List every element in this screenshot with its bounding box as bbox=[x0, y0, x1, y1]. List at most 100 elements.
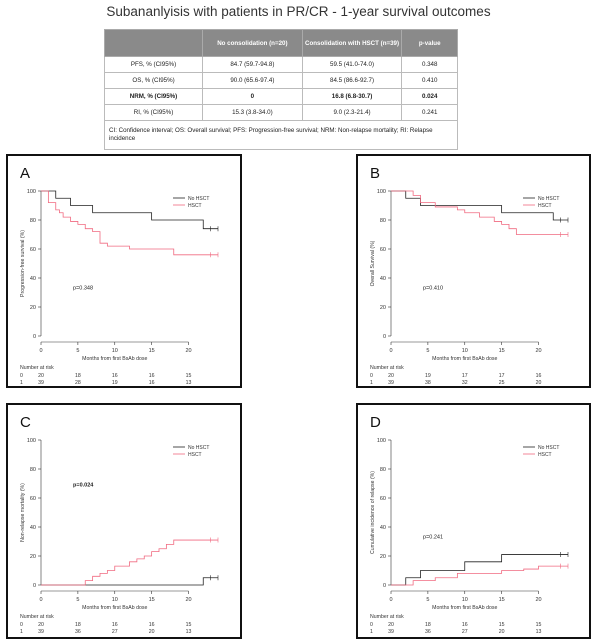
y-tick-label: 0 bbox=[383, 583, 386, 589]
x-tick-label: 5 bbox=[76, 597, 79, 603]
panel-a: A 0 20 40 60 80 100 0 5 10 15 20 Progression-free su… bbox=[6, 154, 242, 388]
table-cell: 0.024 bbox=[401, 88, 458, 105]
table-cell: PFS, % (CI95%) bbox=[103, 56, 204, 73]
legend-label: HSCT bbox=[538, 203, 552, 209]
x-tick-label: 0 bbox=[39, 597, 42, 603]
panel-letter: D bbox=[370, 414, 381, 431]
risk-group-label: 1 bbox=[20, 629, 23, 635]
y-tick-label: 80 bbox=[380, 467, 386, 473]
table-cell: 16.8 (6.8-30.7) bbox=[301, 88, 403, 105]
risk-count: 16 bbox=[536, 373, 542, 379]
risk-count: 36 bbox=[75, 629, 81, 635]
risk-count: 16 bbox=[149, 622, 155, 628]
risk-count: 18 bbox=[75, 622, 81, 628]
x-tick-label: 0 bbox=[39, 348, 42, 354]
table-cell: 0.348 bbox=[401, 56, 458, 73]
risk-count: 38 bbox=[425, 380, 431, 386]
risk-count: 18 bbox=[75, 373, 81, 379]
y-tick-label: 80 bbox=[30, 218, 36, 224]
x-tick-label: 10 bbox=[462, 348, 468, 354]
risk-count: 15 bbox=[536, 622, 542, 628]
risk-group-label: 0 bbox=[370, 373, 373, 379]
risk-count: 39 bbox=[38, 380, 44, 386]
table-footnote: CI: Confidence interval; OS: Overall sur… bbox=[104, 120, 458, 150]
y-tick-label: 60 bbox=[380, 247, 386, 253]
table-row: RI, % (CI95%) 15.3 (3.8-34.0) 9.0 (2.3-2… bbox=[103, 104, 458, 121]
risk-count: 28 bbox=[75, 380, 81, 386]
table-header-cell: p-value bbox=[401, 29, 458, 57]
risk-count: 39 bbox=[388, 629, 394, 635]
x-tick-label: 20 bbox=[535, 348, 541, 354]
risk-count: 19 bbox=[112, 380, 118, 386]
risk-count: 17 bbox=[462, 373, 468, 379]
x-tick-label: 15 bbox=[499, 597, 505, 603]
km-curve-no-hsct bbox=[41, 190, 218, 230]
table-cell: 59.5 (41.0-74.0) bbox=[301, 56, 403, 73]
x-tick-label: 15 bbox=[499, 348, 505, 354]
table-header-cell: Consolidation with HSCT (n=39) bbox=[301, 29, 403, 57]
y-tick-label: 20 bbox=[380, 305, 386, 311]
risk-count: 39 bbox=[38, 629, 44, 635]
panel-c: C 0 20 40 60 80 100 0 5 10 15 20 Non-relapse mortali… bbox=[6, 403, 242, 639]
km-curve-hsct bbox=[391, 565, 568, 586]
risk-count: 36 bbox=[425, 629, 431, 635]
table-header-cell bbox=[103, 29, 204, 57]
risk-group-label: 0 bbox=[20, 373, 23, 379]
y-tick-label: 0 bbox=[33, 583, 36, 589]
table-cell: 15.3 (3.8-34.0) bbox=[202, 104, 303, 121]
risk-table-title: Number at risk bbox=[370, 614, 404, 620]
x-axis-label: Months from first BsAb dose bbox=[82, 605, 147, 611]
table-cell: OS, % (CI95%) bbox=[103, 72, 204, 89]
table-cell: 90.0 (65.6-97.4) bbox=[202, 72, 303, 89]
y-tick-label: 40 bbox=[380, 276, 386, 282]
panel-b: B 0 20 40 60 80 100 0 5 10 15 20 Overall Survival (%… bbox=[356, 154, 591, 388]
risk-count: 16 bbox=[149, 380, 155, 386]
y-tick-label: 0 bbox=[383, 334, 386, 340]
km-curve-hsct bbox=[391, 190, 568, 235]
x-tick-label: 5 bbox=[76, 348, 79, 354]
km-curve-no-hsct bbox=[41, 577, 218, 586]
x-tick-label: 5 bbox=[426, 597, 429, 603]
risk-count: 39 bbox=[388, 380, 394, 386]
risk-count: 16 bbox=[462, 622, 468, 628]
y-tick-label: 20 bbox=[30, 305, 36, 311]
risk-count: 20 bbox=[149, 629, 155, 635]
risk-count: 15 bbox=[499, 622, 505, 628]
p-value: p=0.241 bbox=[423, 535, 443, 541]
table-cell: 0.410 bbox=[401, 72, 458, 89]
summary-table: No consolidation (n=20) Consolidation wi… bbox=[103, 29, 458, 150]
risk-table-title: Number at risk bbox=[20, 365, 54, 371]
risk-group-label: 0 bbox=[20, 622, 23, 628]
risk-count: 13 bbox=[186, 380, 192, 386]
risk-count: 17 bbox=[499, 373, 505, 379]
km-curve-hsct bbox=[41, 539, 218, 586]
x-tick-label: 15 bbox=[149, 348, 155, 354]
table-header-row: No consolidation (n=20) Consolidation wi… bbox=[103, 29, 458, 57]
page-title: Subananlyisis with patients in PR/CR - 1… bbox=[106, 4, 491, 19]
y-tick-label: 60 bbox=[380, 496, 386, 502]
y-axis-label: Cumulative incidence of relapse (%) bbox=[370, 471, 376, 554]
x-tick-label: 0 bbox=[389, 597, 392, 603]
risk-count: 13 bbox=[186, 629, 192, 635]
p-value: p=0.410 bbox=[423, 286, 443, 292]
table-cell: NRM, % (CI95%) bbox=[103, 88, 204, 105]
y-tick-label: 40 bbox=[380, 525, 386, 531]
y-axis-label: Progression-free survival (%) bbox=[20, 230, 26, 297]
table-header-cell: No consolidation (n=20) bbox=[202, 29, 303, 57]
km-curve-hsct bbox=[41, 190, 218, 256]
risk-group-label: 1 bbox=[370, 380, 373, 386]
y-axis-label: Non-relapse mortality (%) bbox=[20, 483, 26, 542]
x-tick-label: 20 bbox=[185, 348, 191, 354]
risk-count: 20 bbox=[536, 380, 542, 386]
table-footnote-row: CI: Confidence interval; OS: Overall sur… bbox=[104, 120, 458, 150]
risk-count: 16 bbox=[112, 622, 118, 628]
risk-group-label: 1 bbox=[370, 629, 373, 635]
y-tick-label: 100 bbox=[27, 189, 36, 195]
risk-count: 20 bbox=[499, 629, 505, 635]
legend-label: No HSCT bbox=[188, 445, 209, 451]
p-value: p=0.024 bbox=[73, 482, 94, 488]
legend-label: HSCT bbox=[538, 452, 552, 458]
y-tick-label: 0 bbox=[33, 334, 36, 340]
